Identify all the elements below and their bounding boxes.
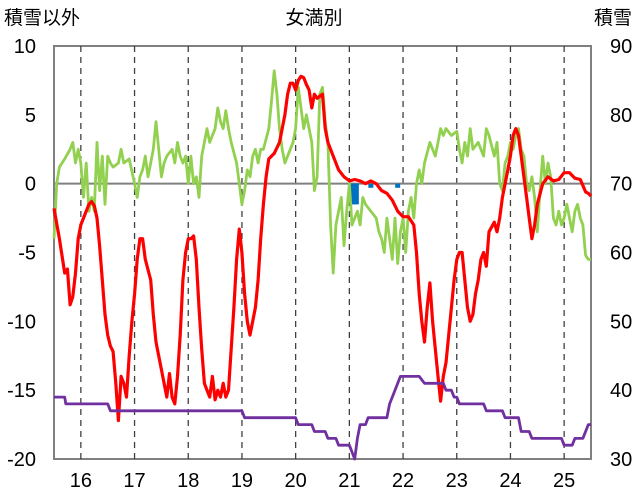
right-tick-label: 80 [610,105,632,127]
right-tick-label: 60 [610,243,632,265]
series-line-1 [52,69,591,275]
grid [80,46,565,459]
right-tick-label: 50 [610,311,632,333]
left-axis-label: 積雪以外 [4,7,80,29]
bar [368,183,374,188]
right-tick-label: 70 [610,174,632,196]
left-tick-label: 5 [25,105,36,127]
right-tick-label: 90 [610,36,632,58]
left-tick-label: -10 [7,311,36,333]
x-tick-label: 19 [231,470,253,492]
series-layer [52,69,593,461]
x-tick-label: 22 [392,470,414,492]
left-tick-label: -5 [18,243,36,265]
series-line-2 [54,375,591,461]
left-axis-ticks: 10 5 0 -5 -10 -15 -20 [7,36,36,471]
series-line-0 [52,74,593,423]
x-tick-label: 17 [123,470,145,492]
bar [349,183,355,205]
x-tick-label: 18 [177,470,199,492]
left-tick-label: -15 [7,380,36,402]
x-tick-label: 24 [499,470,521,492]
right-tick-label: 30 [610,449,632,471]
right-tick-label: 40 [610,380,632,402]
x-tick-label: 25 [553,470,575,492]
bar [353,183,359,205]
x-tick-label: 21 [338,470,360,492]
left-tick-label: 0 [25,174,36,196]
right-axis-ticks: 90 80 70 60 50 40 30 [610,36,632,471]
left-tick-label: 10 [14,36,36,58]
right-axis-label: 積雪 [594,7,632,29]
x-tick-label: 23 [446,470,468,492]
bar [395,183,401,188]
x-axis-ticks: 16 17 18 19 20 21 22 23 24 25 [70,470,576,492]
x-tick-label: 20 [285,470,307,492]
x-tick-label: 16 [70,470,92,492]
left-tick-label: -20 [7,449,36,471]
chart-title: 女満別 [285,7,342,29]
